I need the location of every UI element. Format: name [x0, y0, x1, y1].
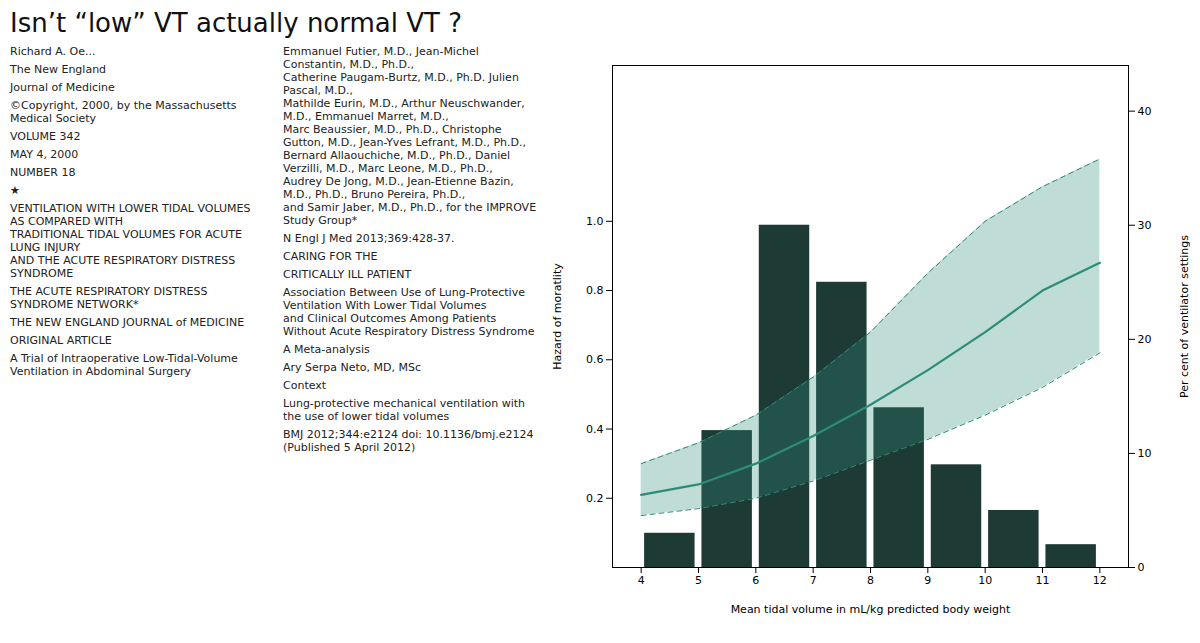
html-text:Isn’t “low” VT actually normal: Isn’t “low” VT actually normal VT ?	[10, 8, 462, 38]
html-text:The New England: The New England	[10, 63, 107, 77]
svg-text:Hazard of moratlity: Hazard of moratlity	[551, 263, 564, 370]
svg-text:0.6: 0.6	[586, 353, 604, 366]
svg-text:20: 20	[1138, 333, 1152, 346]
svg-text:11: 11	[1036, 574, 1050, 587]
html-text:VENTILATION WITH LOWER TIDAL V: VENTILATION WITH LOWER TIDAL VOLUMES AS …	[10, 202, 251, 281]
svg-text:10: 10	[978, 574, 992, 587]
html-text:Lung-protective mechanical ven: Lung-protective mechanical ventilation w…	[283, 397, 525, 424]
svg-text:10: 10	[1138, 447, 1152, 460]
svg-text:1.0: 1.0	[586, 215, 604, 228]
html-text:A Meta-analysis: A Meta-analysis	[283, 343, 370, 357]
html-text:VOLUME 342: VOLUME 342	[10, 130, 81, 144]
svg-text:Per cent of ventilator setting: Per cent of ventilator settings	[1178, 235, 1191, 398]
html-text:THE ACUTE RESPIRATORY DISTRESS: THE ACUTE RESPIRATORY DISTRESS SYNDROME …	[10, 285, 208, 312]
svg-text:7: 7	[810, 574, 817, 587]
svg-text:5: 5	[695, 574, 702, 587]
svg-text:0.8: 0.8	[586, 284, 604, 297]
svg-text:0.2: 0.2	[586, 492, 604, 505]
html-text:©Copyright, 2000, by the Massa: ©Copyright, 2000, by the Massachusetts M…	[10, 99, 237, 126]
html-text:A Trial of Intraoperative Low-: A Trial of Intraoperative Low-Tidal-Volu…	[10, 352, 238, 379]
html-text:THE NEW ENGLAND JOURNAL of MED: THE NEW ENGLAND JOURNAL of MEDICINE	[10, 316, 245, 330]
html-text:BMJ 2012;344:e2124 doi: 10.113: BMJ 2012;344:e2124 doi: 10.1136/bmj.e212…	[283, 428, 534, 455]
svg-text:8: 8	[867, 574, 874, 587]
html-text:ORIGINAL ARTICLE: ORIGINAL ARTICLE	[10, 334, 112, 348]
html-text:Emmanuel Futier, M.D., Jean-Mi: Emmanuel Futier, M.D., Jean-Michel Const…	[283, 45, 537, 228]
html-text:NUMBER 18: NUMBER 18	[10, 166, 76, 180]
html-text:CRITICALLY ILL PATIENT: CRITICALLY ILL PATIENT	[283, 268, 412, 282]
svg-text:9: 9	[924, 574, 931, 587]
html-text:MAY 4, 2000: MAY 4, 2000	[10, 148, 79, 162]
svg-text:Mean tidal volume in mL/kg pre: Mean tidal volume in mL/kg predicted bod…	[731, 603, 1011, 616]
svg-text:30: 30	[1138, 219, 1152, 232]
html-text:Richard A. Oe...: Richard A. Oe...	[10, 45, 96, 59]
html-text:Association Between Use of Lun: Association Between Use of Lung-Protecti…	[283, 286, 535, 339]
html-text:Ary Serpa Neto, MD, MSc: Ary Serpa Neto, MD, MSc	[283, 361, 422, 375]
svg-text:0.4: 0.4	[586, 423, 604, 436]
svg-text:0: 0	[1138, 561, 1145, 574]
svg-text:6: 6	[752, 574, 759, 587]
html-text:N Engl J Med 2013;369:428-37.: N Engl J Med 2013;369:428-37.	[283, 232, 455, 246]
svg-text:4: 4	[638, 574, 645, 587]
html-text:Journal of Medicine: Journal of Medicine	[10, 81, 115, 95]
svg-text:12: 12	[1093, 574, 1107, 587]
html-text:Context: Context	[283, 379, 327, 393]
svg-text:40: 40	[1138, 105, 1152, 118]
html-text:CARING FOR THE: CARING FOR THE	[283, 250, 378, 264]
